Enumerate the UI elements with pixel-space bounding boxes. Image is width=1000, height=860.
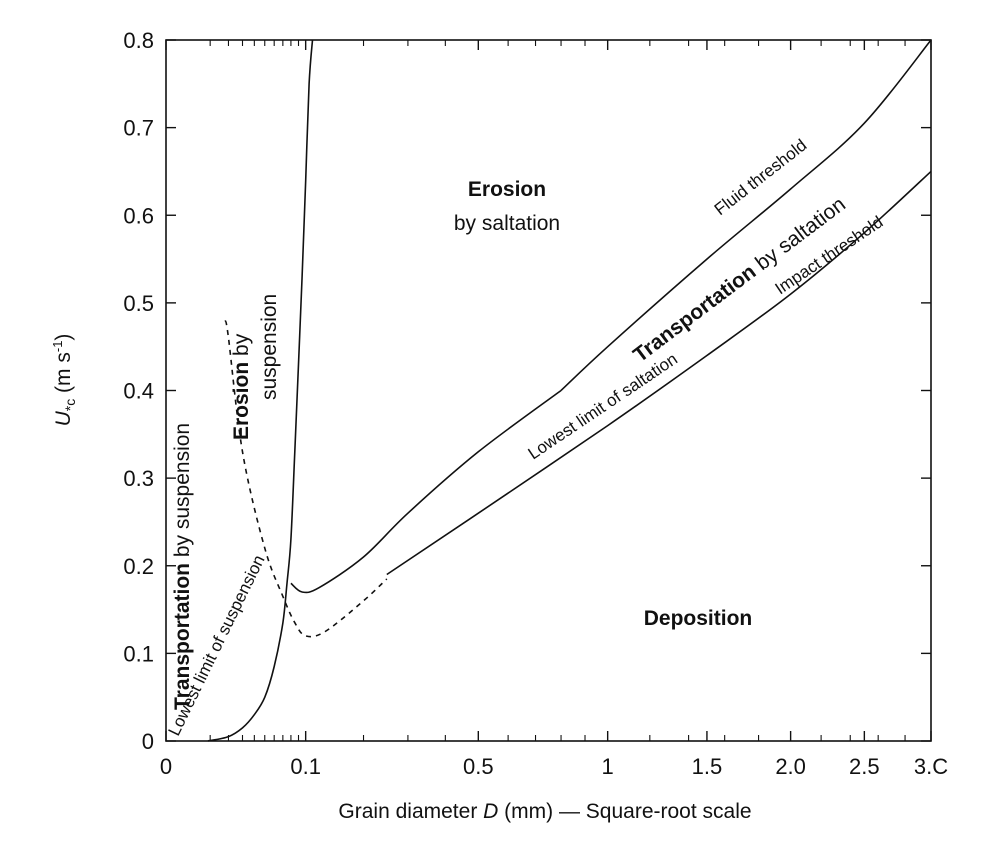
annotation-lowest-saltation: Lowest limit of saltation (525, 349, 681, 463)
y-axis-label-units: (m s (52, 352, 75, 399)
x-axis-label: Grain diameter D (mm) — Square-root scal… (338, 800, 751, 823)
y-tick-label: 0.7 (123, 116, 154, 141)
x-tick-label: 0.1 (290, 754, 321, 779)
tick-labels: 0 0.1 0.5 1 1.5 2.0 2.5 3.C 0 0.1 0.2 0.3 0.4 0.5 0.6 0… (123, 28, 948, 779)
y-axis-label-var: U (52, 410, 75, 426)
x-tick-label: 3.C (914, 754, 948, 779)
x-tick-label: 0.5 (463, 754, 494, 779)
x-axis-label-var: D (483, 800, 498, 823)
y-tick-label: 0.6 (123, 203, 154, 228)
series-line-1 (560, 39, 932, 392)
series-line-2 (290, 389, 562, 594)
y-axis-label-close: ) (52, 334, 75, 341)
x-axis-label-pre: Grain diameter (338, 800, 483, 823)
x-tick-label: 1 (602, 754, 614, 779)
annotation-erosion-suspension: Erosion by (230, 333, 253, 440)
series-line-3 (207, 39, 314, 742)
annotation-transport-saltation-bold: Transportation (629, 260, 760, 367)
annotation-erosion-title: Erosion (468, 178, 546, 201)
annotation-deposition: Deposition (644, 607, 753, 630)
series-line-5 (386, 170, 932, 576)
axis-ticks (165, 39, 932, 742)
annotation-erosion-suspension-normal: by (230, 333, 253, 362)
y-axis-label-sub: *c (62, 399, 78, 411)
y-tick-label: 0.8 (123, 28, 154, 53)
y-tick-label: 0.5 (123, 291, 154, 316)
x-tick-label: 2.0 (775, 754, 806, 779)
y-tick-label: 0.3 (123, 466, 154, 491)
y-tick-label: 0 (142, 729, 154, 754)
annotation-transport-suspension: Transportation by suspension (171, 423, 194, 710)
annotation-transport-saltation: Transportation by saltation (629, 193, 850, 367)
y-tick-label: 0.1 (123, 641, 154, 666)
y-axis-label-sup: -1 (50, 341, 65, 353)
x-tick-label: 0 (160, 754, 172, 779)
x-tick-label: 1.5 (692, 754, 723, 779)
y-tick-label: 0.2 (123, 554, 154, 579)
annotation-erosion-suspension-line2: suspension (258, 294, 281, 400)
annotation-transport-suspension-bold: Transportation (171, 563, 194, 710)
annotation-transport-suspension-normal: by suspension (171, 423, 194, 563)
x-axis-label-post: (mm) — Square-root scale (498, 800, 751, 823)
annotation-erosion-suspension-bold: Erosion (230, 362, 253, 440)
annotation-erosion-subtitle: by saltation (454, 212, 560, 235)
y-tick-label: 0.4 (123, 379, 154, 404)
series-group (207, 39, 932, 742)
series-line-4 (224, 320, 388, 638)
annotation-fluid-threshold: Fluid threshold (711, 136, 811, 220)
x-tick-label: 2.5 (849, 754, 880, 779)
y-axis-label: U*c (m s-1) (50, 334, 78, 427)
